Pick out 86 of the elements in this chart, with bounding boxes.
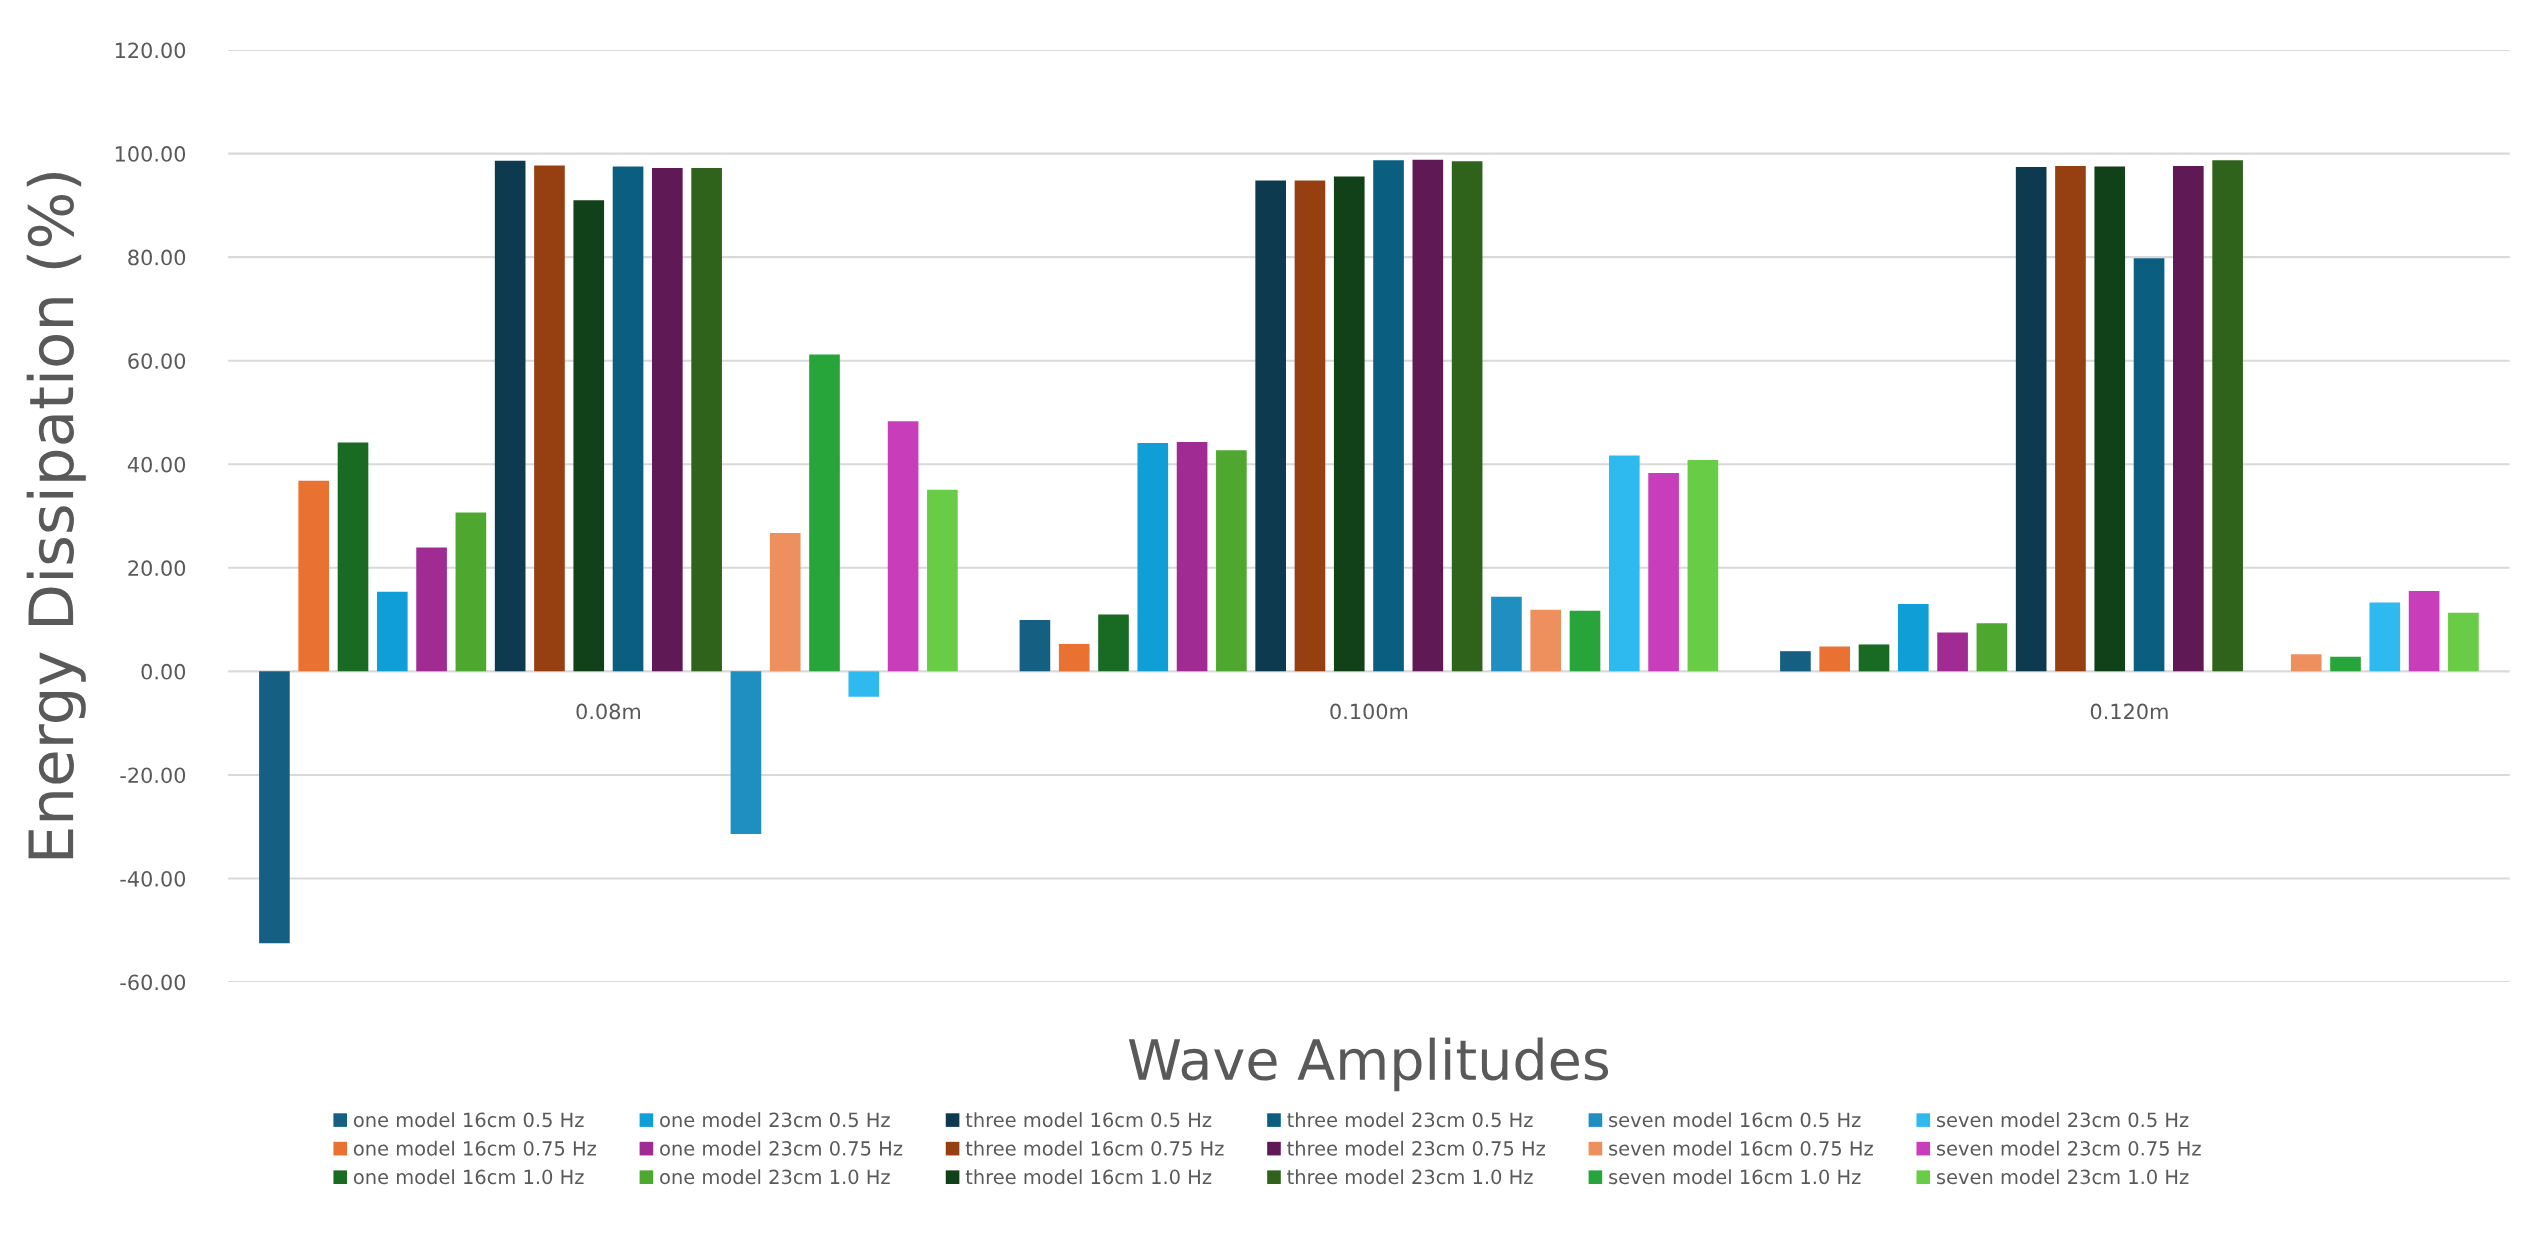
bar [337,442,369,672]
y-tick-label: 120.00 [115,42,186,59]
bar [1937,632,1968,672]
legend-label: one model 16cm 0.75 Hz [353,1140,596,1156]
x-tick-label: 0.120m [2090,703,2168,720]
bar [573,200,605,672]
bar [1687,460,1719,672]
bar [1137,443,1169,672]
bar [1216,450,1247,672]
bar [1780,651,1811,672]
bar [1569,610,1601,672]
bar [2094,166,2126,672]
x-tick-label: 0.08m [576,703,640,720]
bar [1819,646,1851,672]
bar [1294,180,1326,672]
bar [1255,180,1286,672]
y-tick-label: -40.00 [120,870,186,887]
legend-label: three model 23cm 1.0 Hz [1287,1169,1533,1185]
y-tick-label: -60.00 [120,974,186,991]
bar [809,354,840,672]
bar [1530,609,1562,672]
y-tick-label: 20.00 [128,560,186,577]
y-tick-label: -20.00 [120,767,186,784]
legend-label: three model 23cm 0.5 Hz [1287,1112,1533,1128]
bar [1058,643,1090,672]
bar [2133,258,2165,672]
legend-label: one model 23cm 0.75 Hz [660,1140,903,1156]
legend-label: seven model 16cm 1.0 Hz [1609,1169,1861,1185]
bar [927,489,958,672]
bar [2290,654,2322,672]
bar [259,671,290,944]
bar [1098,614,1129,672]
bar [376,591,408,672]
legend-label: seven model 23cm 0.5 Hz [1936,1112,2189,1128]
bar [612,166,644,672]
legend-label: seven model 16cm 0.5 Hz [1609,1112,1861,1128]
bar [1333,176,1365,672]
bar [2330,656,2361,672]
bar [730,671,762,834]
legend-label: seven model 23cm 0.75 Hz [1936,1140,2201,1156]
bar [1897,604,1929,672]
legend-label: seven model 16cm 0.75 Hz [1609,1140,1873,1156]
bar [2055,166,2086,672]
legend-label: three model 16cm 1.0 Hz [965,1169,1212,1185]
legend-label: three model 16cm 0.75 Hz [965,1140,1224,1156]
bar [1412,159,1444,672]
legend-label: three model 23cm 0.75 Hz [1287,1140,1545,1156]
bar [1648,473,1679,672]
bar [1608,455,1640,672]
bar [494,160,526,672]
legend-label: one model 16cm 0.5 Hz [353,1112,584,1128]
bar [652,168,683,672]
bar [887,421,919,672]
y-tick-label: 100.00 [115,146,186,162]
bar [416,547,447,672]
bar [455,512,487,672]
bar [2015,167,2047,672]
y-tick-label: 40.00 [127,456,186,473]
bar [2173,166,2204,672]
bar [1451,161,1483,672]
legend-label: three model 16cm 0.5 Hz [965,1112,1212,1128]
bar [2448,612,2479,672]
y-tick-label: 80.00 [128,249,186,266]
x-tick-label: 0.100m [1330,703,1408,720]
bar [2408,591,2440,672]
bar [848,671,880,697]
bar [1858,644,1890,672]
bar [769,533,801,672]
bar [1019,620,1051,672]
bar [1176,442,1208,672]
legend-label: one model 23cm 1.0 Hz [660,1169,890,1185]
bar [691,168,722,672]
legend-label: one model 23cm 0.5 Hz [660,1112,890,1128]
bar [1373,160,1404,672]
y-tick-label: 60.00 [128,353,186,369]
bar [2369,602,2401,672]
bar [1491,596,1522,672]
bar [534,165,565,672]
legend-label: one model 16cm 1.0 Hz [353,1169,584,1185]
x-axis-title: Wave Amplitudes [1128,1037,1609,1092]
legend-label: seven model 23cm 1.0 Hz [1936,1169,2189,1185]
y-tick-label: 0.00 [141,663,186,680]
y-axis-title: Energy Dissipation (%) [26,173,86,859]
bar [2212,160,2243,672]
bar [298,480,330,672]
bar [1976,623,2008,672]
